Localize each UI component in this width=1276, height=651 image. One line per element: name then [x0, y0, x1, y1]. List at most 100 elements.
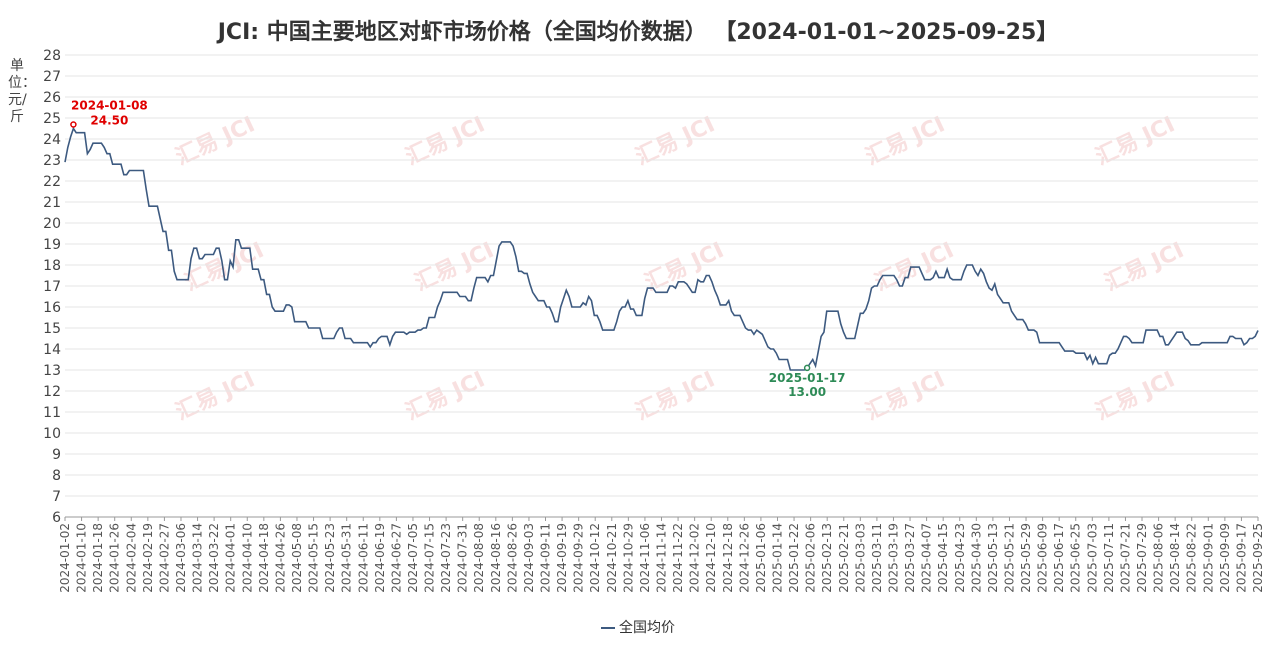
x-tick-label: 2024-01-10: [75, 523, 89, 593]
x-tick-label: 2024-04-10: [240, 523, 254, 593]
y-tick-label: 15: [43, 321, 61, 337]
chart-title: JCI: 中国主要地区对虾市场价格（全国均价数据） 【2024-01-01~20…: [217, 20, 1059, 45]
y-tick-label: 12: [43, 384, 61, 400]
x-tick-label: 2024-08-26: [505, 523, 519, 593]
legend[interactable]: 全国均价: [0, 617, 1276, 637]
x-tick-label: 2024-02-19: [141, 523, 155, 593]
y-tick-label: 18: [43, 258, 61, 274]
x-tick-label: 2024-09-29: [572, 523, 586, 593]
watermark-text: 汇易 JCI: [862, 367, 949, 425]
x-tick-label: 2025-05-21: [1002, 523, 1016, 593]
x-tick-label: 2024-09-03: [522, 523, 536, 593]
x-tick-label: 2025-02-13: [820, 523, 834, 593]
x-tick-label: 2024-12-26: [737, 523, 751, 593]
x-tick-label: 2025-07-03: [1085, 523, 1099, 593]
x-tick-label: 2024-03-06: [174, 523, 188, 593]
y-tick-label: 13: [43, 363, 61, 379]
y-tick-label: 20: [43, 216, 61, 232]
y-tick-label: 24: [43, 132, 61, 148]
x-tick-label: 2025-07-21: [1118, 523, 1132, 593]
watermark-text: 汇易 JCI: [181, 238, 268, 296]
series-line-national-average: [64, 126, 1259, 371]
watermark-text: 汇易 JCI: [1101, 238, 1188, 296]
x-tick-label: 2025-09-09: [1218, 523, 1232, 593]
x-tick-label: 2024-07-23: [439, 523, 453, 593]
x-tick-label: 2025-09-01: [1201, 523, 1215, 593]
y-tick-label: 19: [43, 237, 61, 253]
y-tick-label: 11: [43, 405, 61, 421]
y-axis-ticks: 6 7 8 9 10 11 12 13 14 15 16 17 18 19 20 21 22 23 24 25 26 27…: [43, 48, 61, 526]
x-tick-label: 2024-04-26: [273, 523, 287, 593]
y-tick-label: 21: [43, 195, 61, 211]
x-tick-label: 2024-01-02: [58, 523, 72, 593]
x-tick-label: 2024-11-06: [638, 523, 652, 593]
x-tick-label: 2025-06-17: [1052, 523, 1066, 593]
annotation-max-marker: [70, 121, 77, 128]
x-tick-label: 2025-02-06: [804, 523, 818, 593]
watermark-text: 汇易 JCI: [172, 112, 259, 170]
y-tick-label: 8: [52, 468, 61, 484]
x-tick-label: 2024-05-23: [323, 523, 337, 593]
annotation-last-value: 14.88: [1230, 0, 1268, 3]
x-tick-label: 2024-08-08: [472, 523, 486, 593]
y-tick-label: 28: [43, 48, 61, 64]
x-tick-label: 2025-03-03: [853, 523, 867, 593]
y-tick-label: 17: [43, 279, 61, 295]
x-tick-label: 2024-02-04: [124, 523, 138, 593]
y-tick-label: 25: [43, 111, 61, 127]
watermark-text: 汇易 JCI: [1092, 367, 1179, 425]
x-tick-label: 2025-04-23: [953, 523, 967, 593]
x-tick-label: 2024-10-12: [588, 523, 602, 593]
x-tick-label: 2025-06-25: [1069, 523, 1083, 593]
x-tick-label: 2025-01-06: [754, 523, 768, 593]
x-tick-label: 2024-02-27: [157, 523, 171, 593]
x-tick-label: 2025-02-21: [837, 523, 851, 593]
annotation-min-value: 13.00: [788, 385, 826, 399]
x-tick-label: 2025-01-14: [770, 523, 784, 593]
annotation-max-date: 2024-01-08: [71, 99, 148, 113]
x-tick-label: 2024-09-11: [539, 523, 553, 593]
watermark-text: 汇易 JCI: [1092, 112, 1179, 170]
annotation-min-marker: [803, 364, 811, 372]
annotation-max-value: 24.50: [90, 114, 128, 128]
x-tick-label: 2025-07-11: [1102, 523, 1116, 593]
x-tick-label: 2025-09-17: [1234, 523, 1248, 593]
x-tick-label: 2025-04-15: [936, 523, 950, 593]
watermark-text: 汇易 JCI: [641, 238, 728, 296]
y-tick-label: 7: [52, 489, 61, 505]
x-tick-label: 2024-07-15: [423, 523, 437, 593]
x-tick-label: 2025-03-11: [870, 523, 884, 593]
watermark-group: 汇易 JCI 汇易 JCI 汇易 JCI 汇易 JCI 汇易 JCI 汇易 JCI 汇易 J…: [172, 112, 1188, 425]
x-tick-label: 2024-06-19: [373, 523, 387, 593]
x-tick-label: 2024-12-18: [721, 523, 735, 593]
x-tick-label: 2024-11-22: [671, 523, 685, 593]
x-tick-label: 2025-08-06: [1152, 523, 1166, 593]
x-tick-label: 2024-03-22: [207, 523, 221, 593]
x-axis-ticks: 2024-01-02 2024-01-10 2024-01-18 2024-01-26…: [58, 517, 1265, 593]
x-tick-label: 2024-07-31: [456, 523, 470, 593]
x-tick-label: 2024-01-18: [91, 523, 105, 593]
x-tick-label: 2024-04-01: [224, 523, 238, 593]
y-tick-label: 14: [43, 342, 61, 358]
y-tick-label: 10: [43, 426, 61, 442]
x-tick-label: 2025-01-22: [787, 523, 801, 593]
watermark-text: 汇易 JCI: [862, 112, 949, 170]
y-tick-label: 23: [43, 153, 61, 169]
x-tick-label: 2025-03-27: [903, 523, 917, 593]
x-tick-label: 2025-03-19: [886, 523, 900, 593]
x-tick-label: 2024-11-14: [655, 523, 669, 593]
x-tick-label: 2024-05-08: [290, 523, 304, 593]
x-tick-label: 2024-10-29: [621, 523, 635, 593]
x-tick-label: 2025-05-13: [986, 523, 1000, 593]
watermark-text: 汇易 JCI: [402, 367, 489, 425]
x-tick-label: 2024-07-05: [406, 523, 420, 593]
watermark-text: 汇易 JCI: [172, 367, 259, 425]
x-tick-label: 2024-08-16: [489, 523, 503, 593]
x-tick-label: 2024-10-21: [605, 523, 619, 593]
y-tick-label: 22: [43, 174, 61, 190]
y-tick-label: 26: [43, 90, 61, 106]
legend-swatch: [601, 627, 615, 629]
y-tick-label: 6: [52, 510, 61, 526]
